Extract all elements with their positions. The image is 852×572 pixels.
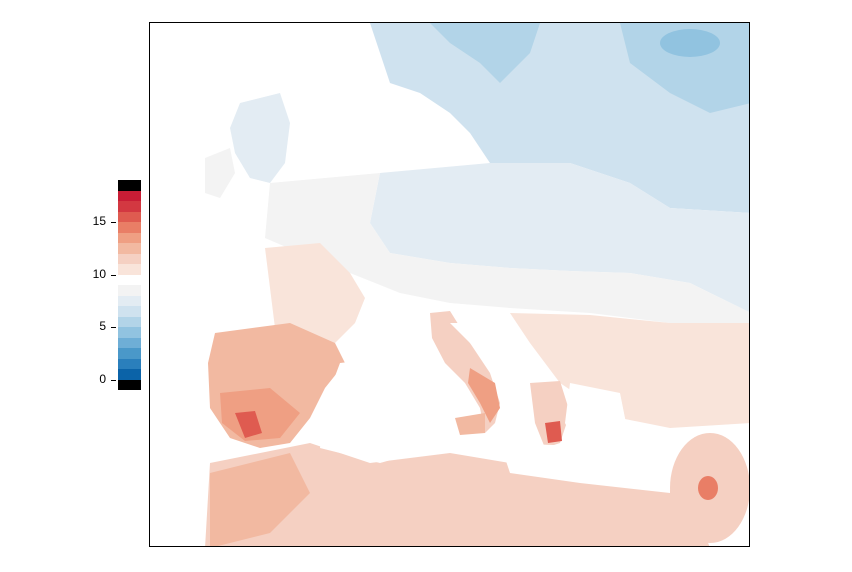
legend-tick-label: 0 — [99, 371, 106, 386]
legend-tick-label: 15 — [92, 214, 106, 228]
region-cold-spot-1 — [660, 29, 720, 57]
region-balkans — [510, 313, 749, 428]
legend-swatch — [118, 379, 141, 390]
legend-tick-mark — [111, 274, 116, 276]
region-italy-south-hot — [468, 368, 500, 423]
legend-tick-label: 5 — [99, 319, 106, 333]
legend-swatch — [118, 180, 141, 191]
region-british-isles — [230, 93, 290, 183]
legend-tick-mark — [111, 222, 116, 223]
region-central-east-europe — [370, 163, 749, 313]
region-sicily — [455, 413, 485, 435]
choropleth-map — [205, 23, 749, 546]
legend-swatch — [118, 211, 141, 222]
legend-tick-mark — [111, 379, 116, 381]
legend-swatch — [118, 264, 141, 275]
region-western-europe — [265, 173, 749, 323]
region-north-africa — [205, 443, 710, 546]
legend-swatch — [118, 358, 141, 369]
legend-swatch — [118, 295, 141, 306]
legend-swatch — [118, 274, 141, 285]
map-panel — [149, 22, 750, 547]
legend-swatch — [118, 253, 141, 264]
region-levant-hotspot — [698, 476, 718, 500]
region-iberia-hotspot — [235, 411, 262, 438]
region-adriatic-sea — [450, 323, 530, 383]
region-iberia-south-hot — [220, 388, 300, 441]
region-mediterranean-sea — [320, 353, 450, 463]
legend-swatch — [118, 369, 141, 380]
legend-swatch — [118, 201, 141, 212]
region-eastern-med — [500, 443, 670, 493]
legend-swatch — [118, 316, 141, 327]
region-ireland — [205, 148, 235, 198]
legend-swatch — [118, 327, 141, 338]
legend-swatch — [118, 285, 141, 296]
legend-swatch — [118, 243, 141, 254]
region-aegean-sea — [565, 383, 630, 453]
legend-swatch — [118, 337, 141, 348]
region-baltic-deep — [430, 23, 540, 83]
legend-swatch — [118, 306, 141, 317]
legend-swatch — [118, 232, 141, 243]
color-legend: 0 5 10 15 — [80, 180, 150, 395]
legend-swatch — [118, 190, 141, 201]
legend-swatch — [118, 348, 141, 359]
region-greece-hotspot — [545, 421, 562, 443]
legend-tick-mark — [111, 327, 116, 328]
region-morocco-hot — [210, 453, 310, 546]
region-france — [265, 243, 365, 348]
legend-tick-label: 10 — [92, 266, 106, 281]
legend-swatch — [118, 222, 141, 233]
